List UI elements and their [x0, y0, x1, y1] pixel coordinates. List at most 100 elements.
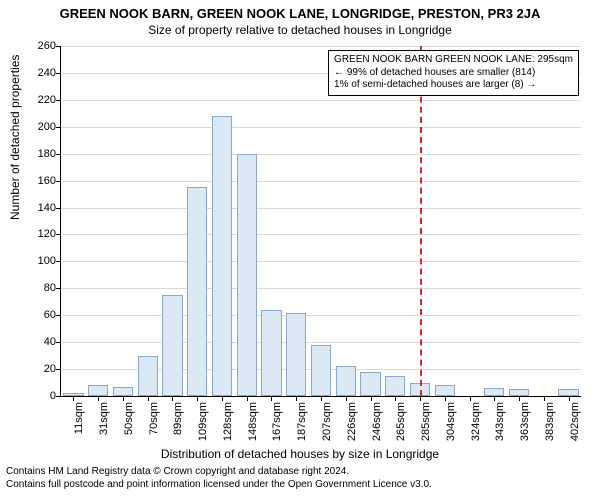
xtick-mark: [123, 396, 124, 401]
marker-line: [420, 46, 422, 396]
xtick-mark: [148, 396, 149, 401]
xtick-label: 128sqm: [222, 402, 234, 452]
bar: [237, 154, 257, 396]
bar: [286, 313, 306, 396]
bar: [558, 389, 578, 396]
ytick-label: 40: [26, 336, 56, 348]
xtick-label: 11sqm: [73, 402, 85, 452]
ytick-mark: [56, 342, 61, 343]
chart-container: GREEN NOOK BARN, GREEN NOOK LANE, LONGRI…: [0, 0, 600, 500]
xtick-label: 285sqm: [420, 402, 432, 452]
xtick-label: 226sqm: [346, 402, 358, 452]
xtick-mark: [73, 396, 74, 401]
xtick-label: 246sqm: [371, 402, 383, 452]
annotation-line: GREEN NOOK BARN GREEN NOOK LANE: 295sqm: [334, 54, 573, 67]
ytick-mark: [56, 46, 61, 47]
y-axis-label: Number of detached properties: [8, 55, 22, 220]
bar: [484, 388, 504, 396]
gridline: [61, 154, 581, 155]
ytick-label: 140: [26, 202, 56, 214]
gridline: [61, 100, 581, 101]
chart-subtitle: Size of property relative to detached ho…: [0, 21, 600, 37]
ytick-mark: [56, 208, 61, 209]
xtick-label: 363sqm: [519, 402, 531, 452]
ytick-mark: [56, 154, 61, 155]
bar: [509, 389, 529, 396]
ytick-mark: [56, 127, 61, 128]
ytick-label: 0: [26, 390, 56, 402]
bar: [435, 385, 455, 396]
xtick-label: 343sqm: [494, 402, 506, 452]
xtick-label: 304sqm: [445, 402, 457, 452]
ytick-label: 20: [26, 363, 56, 375]
xtick-mark: [296, 396, 297, 401]
bar: [385, 376, 405, 396]
bar: [113, 387, 133, 396]
xtick-mark: [445, 396, 446, 401]
gridline: [61, 261, 581, 262]
xtick-mark: [98, 396, 99, 401]
xtick-mark: [271, 396, 272, 401]
gridline: [61, 208, 581, 209]
xtick-label: 70sqm: [148, 402, 160, 452]
gridline: [61, 315, 581, 316]
gridline: [61, 46, 581, 47]
bar: [311, 345, 331, 396]
bar: [212, 116, 232, 396]
gridline: [61, 181, 581, 182]
x-axis-label: Distribution of detached houses by size …: [0, 447, 600, 461]
xtick-label: 89sqm: [172, 402, 184, 452]
footer-line2: Contains full postcode and point informa…: [6, 479, 432, 492]
xtick-label: 31sqm: [98, 402, 110, 452]
bar: [261, 310, 281, 396]
xtick-label: 167sqm: [271, 402, 283, 452]
ytick-mark: [56, 261, 61, 262]
ytick-label: 180: [26, 148, 56, 160]
ytick-mark: [56, 73, 61, 74]
xtick-mark: [569, 396, 570, 401]
bar: [336, 366, 356, 396]
ytick-label: 160: [26, 175, 56, 187]
xtick-mark: [395, 396, 396, 401]
xtick-mark: [544, 396, 545, 401]
ytick-mark: [56, 100, 61, 101]
plot-region: 02040608010012014016018020022024026011sq…: [60, 46, 581, 397]
xtick-label: 402sqm: [569, 402, 581, 452]
annotation-line: ← 99% of detached houses are smaller (81…: [334, 67, 573, 80]
xtick-label: 324sqm: [470, 402, 482, 452]
gridline: [61, 288, 581, 289]
ytick-label: 80: [26, 282, 56, 294]
xtick-label: 50sqm: [123, 402, 135, 452]
ytick-mark: [56, 181, 61, 182]
footer-line1: Contains HM Land Registry data © Crown c…: [6, 466, 432, 479]
chart-area: 02040608010012014016018020022024026011sq…: [60, 46, 580, 396]
xtick-label: 148sqm: [247, 402, 259, 452]
xtick-mark: [321, 396, 322, 401]
xtick-label: 265sqm: [395, 402, 407, 452]
xtick-mark: [494, 396, 495, 401]
bar: [138, 356, 158, 396]
xtick-label: 109sqm: [197, 402, 209, 452]
bar: [88, 385, 108, 396]
ytick-label: 260: [26, 40, 56, 52]
xtick-mark: [247, 396, 248, 401]
chart-title: GREEN NOOK BARN, GREEN NOOK LANE, LONGRI…: [0, 0, 600, 21]
xtick-label: 187sqm: [296, 402, 308, 452]
ytick-label: 100: [26, 255, 56, 267]
ytick-label: 220: [26, 94, 56, 106]
gridline: [61, 234, 581, 235]
gridline: [61, 127, 581, 128]
bar: [187, 187, 207, 396]
xtick-label: 207sqm: [321, 402, 333, 452]
xtick-label: 383sqm: [544, 402, 556, 452]
footer: Contains HM Land Registry data © Crown c…: [6, 466, 432, 491]
ytick-mark: [56, 369, 61, 370]
xtick-mark: [222, 396, 223, 401]
xtick-mark: [346, 396, 347, 401]
ytick-label: 200: [26, 121, 56, 133]
xtick-mark: [470, 396, 471, 401]
ytick-label: 120: [26, 228, 56, 240]
ytick-label: 240: [26, 67, 56, 79]
ytick-mark: [56, 288, 61, 289]
annotation-line: 1% of semi-detached houses are larger (8…: [334, 79, 573, 92]
